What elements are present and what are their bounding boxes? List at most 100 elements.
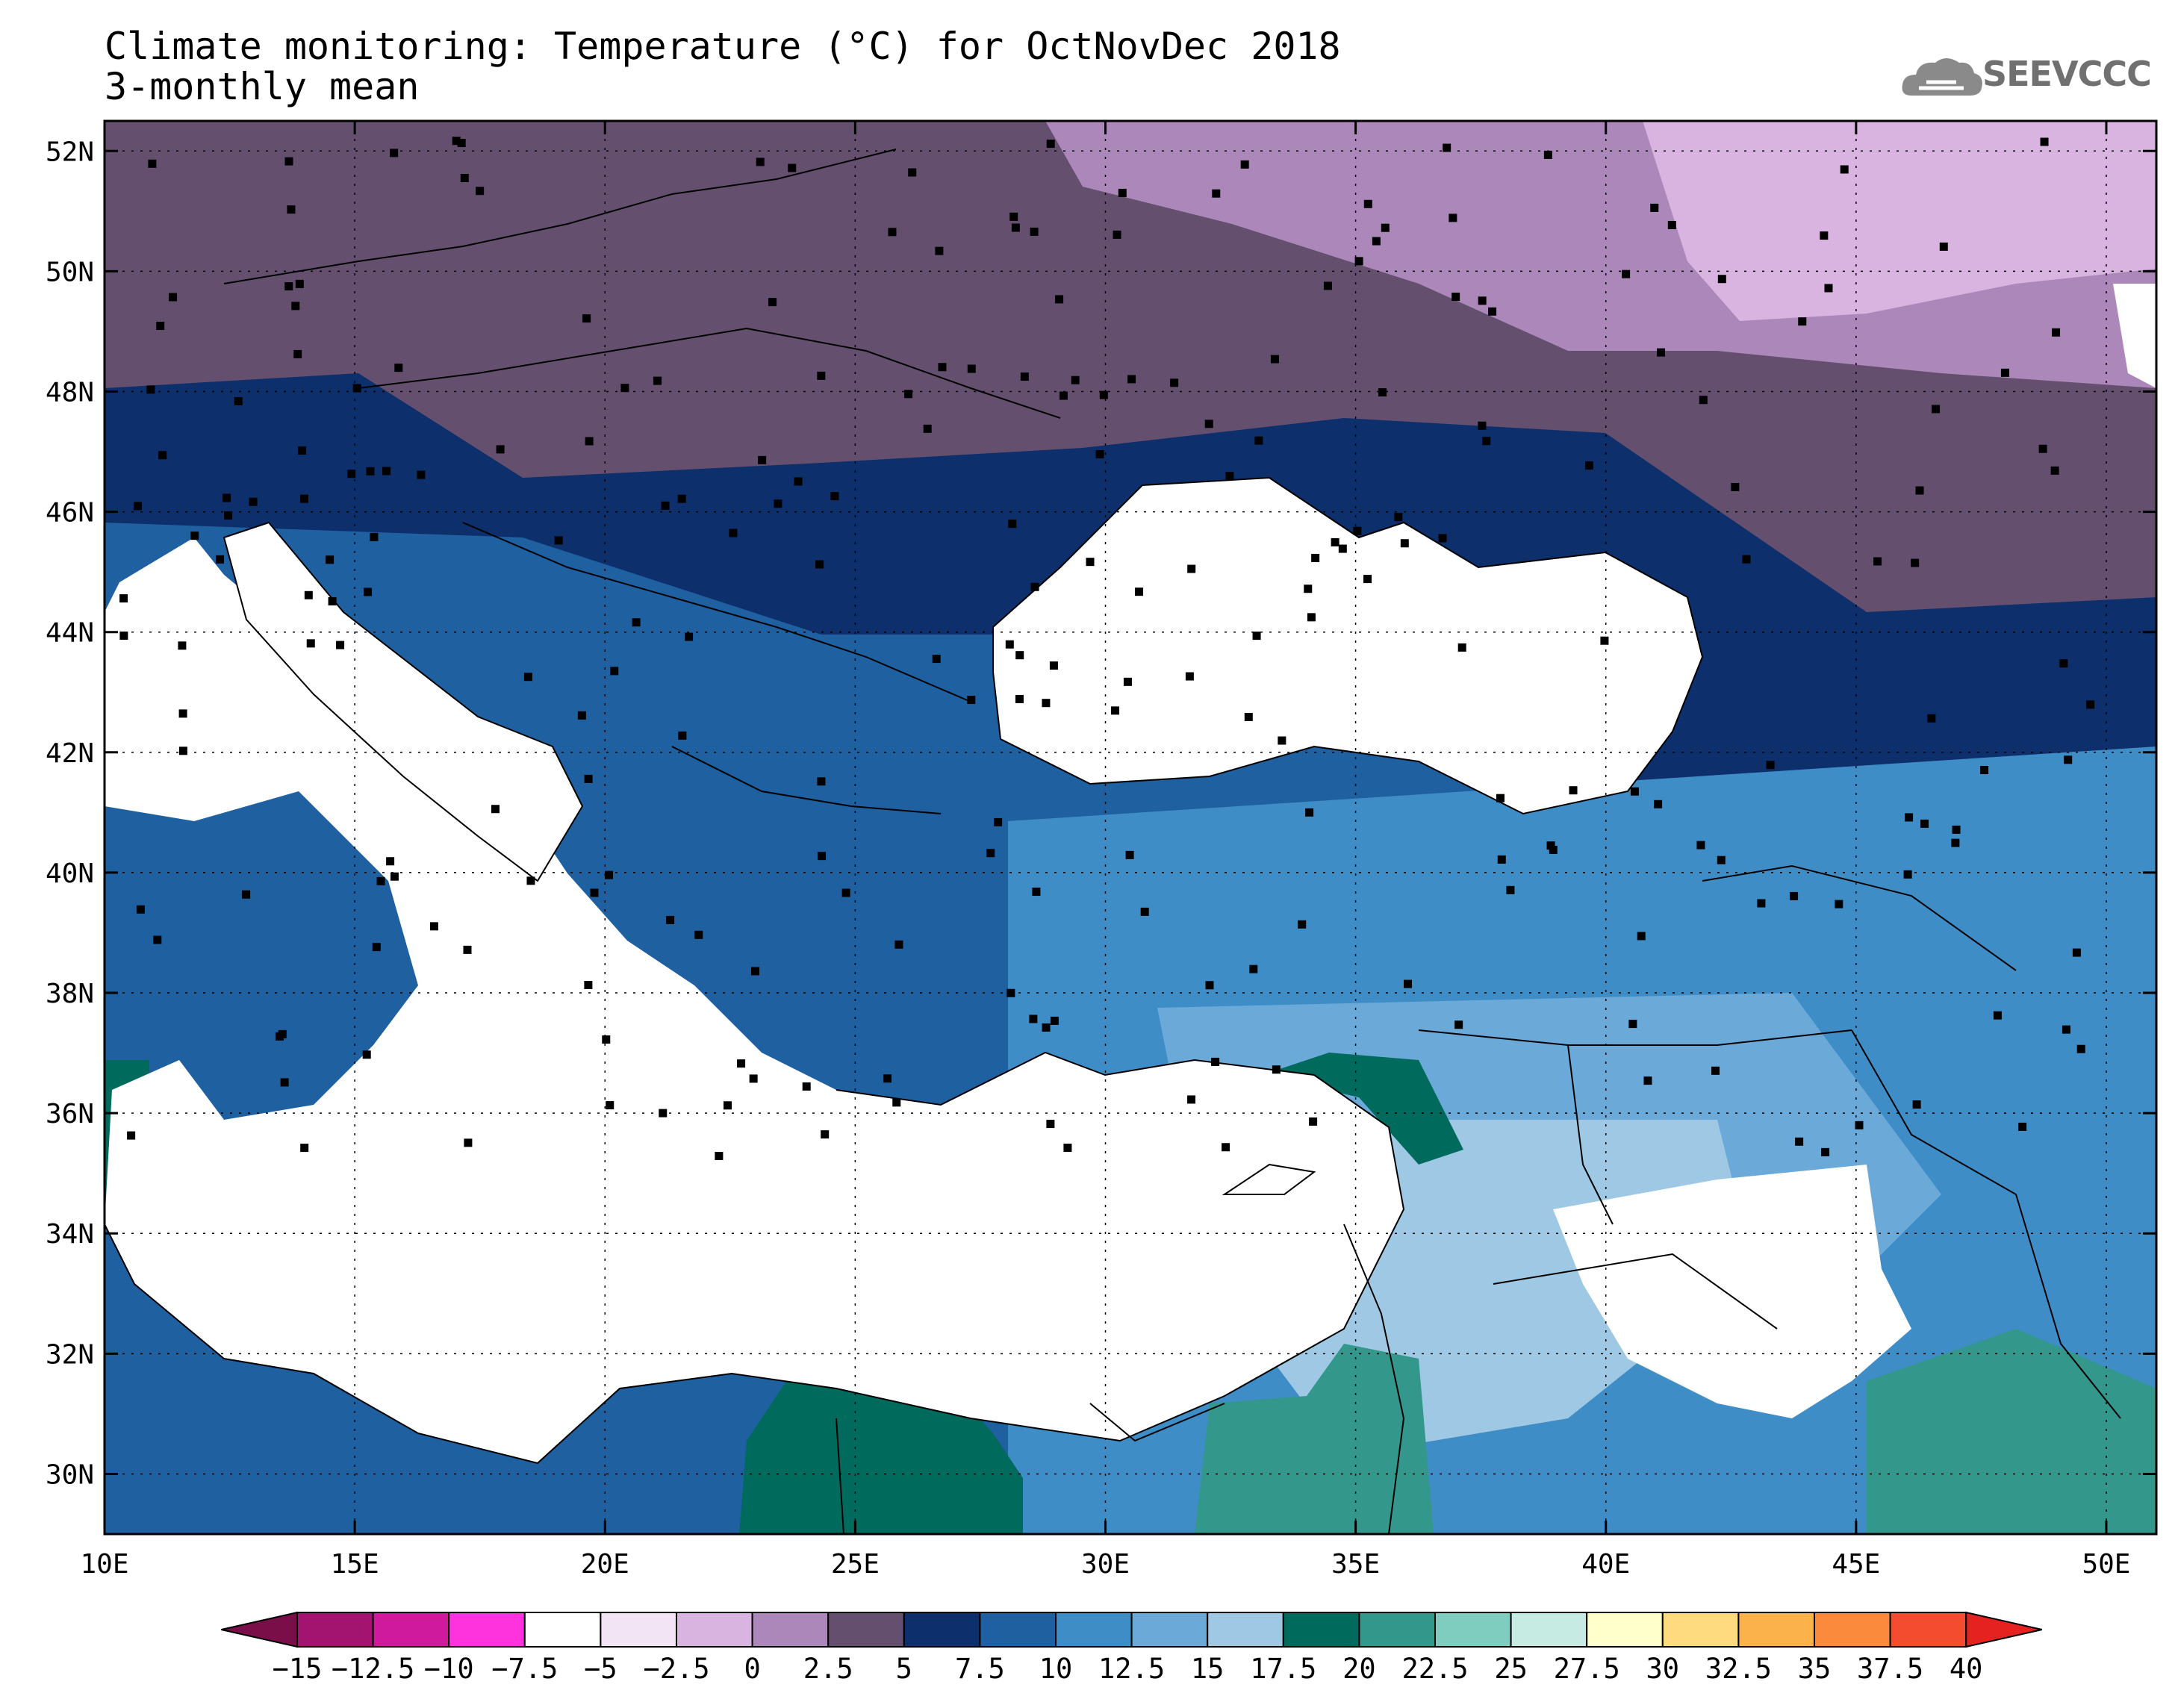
colorbar-label: 10 [1039,1653,1073,1685]
colorbar-swatch [1055,1612,1133,1648]
station-marker [2076,1044,2085,1053]
station-marker [1478,296,1487,305]
station-marker [1240,160,1249,169]
station-marker [1757,899,1766,908]
station-marker [1015,694,1024,703]
station-marker [328,597,337,606]
colorbar-swatch [448,1612,526,1648]
colorbar-label: 25 [1494,1653,1528,1685]
station-marker [1482,437,1491,446]
station-marker [1903,870,1912,879]
colorbar-swatch [1434,1612,1512,1648]
station-marker [1628,1020,1637,1029]
colorbar-swatch [1358,1612,1437,1648]
station-marker [2018,1122,2027,1131]
station-marker [892,1098,901,1107]
station-marker [994,817,1003,826]
colorbar-label: 17.5 [1250,1653,1316,1685]
map-frame [103,119,2158,1536]
station-marker [1030,582,1039,591]
colorbar-label: 20 [1342,1653,1376,1685]
station-marker [146,385,155,394]
station-marker [1113,230,1121,239]
colorbar-swatch [903,1612,981,1648]
station-marker [1478,421,1487,430]
station-marker [659,1109,668,1118]
station-marker [1939,242,1948,251]
station-marker [1311,553,1320,562]
station-marker [1015,651,1024,660]
lon-tick-label: 50E [2082,1549,2130,1580]
station-marker [1354,257,1363,266]
station-marker [715,1152,724,1161]
station-marker [554,536,563,545]
colorbar-label: 40 [1950,1653,1983,1685]
station-marker [1451,293,1460,302]
station-marker [178,747,187,755]
station-marker [1331,537,1339,546]
station-marker [1099,390,1108,399]
station-marker [1622,269,1631,278]
station-marker [299,494,308,503]
station-marker [347,470,356,479]
station-marker [1363,199,1372,208]
lat-tick-label: 46N [46,498,94,529]
colorbar-swatch [1814,1612,1891,1648]
station-marker [1005,640,1014,649]
black-sea [993,478,1702,814]
station-marker [298,446,307,455]
station-marker [1140,907,1149,916]
colorbar-label: −7.5 [491,1653,558,1685]
station-marker [284,157,293,166]
station-marker [2059,659,2068,668]
lat-tick-label: 52N [46,137,94,167]
station-marker [1569,786,1578,795]
lon-tick-label: 40E [1581,1549,1630,1580]
station-marker [590,888,599,897]
station-marker [1600,636,1609,645]
station-marker [169,293,178,302]
station-marker [1009,212,1018,221]
station-marker [610,667,619,676]
lon-tick-label: 20E [581,1549,629,1580]
station-marker [1298,920,1307,929]
station-marker [158,451,167,460]
station-marker [390,149,399,158]
station-marker [584,981,593,990]
station-marker [1932,405,1941,414]
map-plot [105,121,2156,1534]
station-marker [1798,317,1807,326]
station-marker [1029,1014,1038,1023]
station-marker [190,532,199,540]
station-marker [1185,672,1194,681]
station-marker [1127,375,1136,384]
station-marker [1394,513,1403,522]
adriatic-sea [224,523,582,881]
station-marker [2040,137,2049,146]
station-marker [291,302,300,311]
station-marker [818,852,827,861]
station-marker [1118,188,1127,197]
colorbar-label: 5 [896,1653,912,1685]
station-marker [967,696,976,705]
station-marker [1323,281,1332,290]
station-marker [119,594,128,603]
station-marker [1225,472,1234,481]
station-marker [364,587,373,596]
station-marker [1042,699,1051,708]
logo-text: SEEVCCC [1982,54,2152,94]
station-marker [372,943,381,952]
station-marker [1699,396,1708,405]
station-marker [604,870,613,879]
station-marker [304,590,313,599]
colorbar-swatch [372,1612,450,1648]
colorbar-label: 37.5 [1857,1653,1923,1685]
station-marker [1272,1065,1281,1074]
station-marker [694,930,703,939]
axis-ticks [103,121,2156,1534]
arabian-desert-blank [1553,1165,1911,1418]
station-marker [620,384,629,393]
station-markers [119,137,2095,1161]
lat-tick-label: 38N [46,979,94,1009]
station-marker [632,618,641,627]
